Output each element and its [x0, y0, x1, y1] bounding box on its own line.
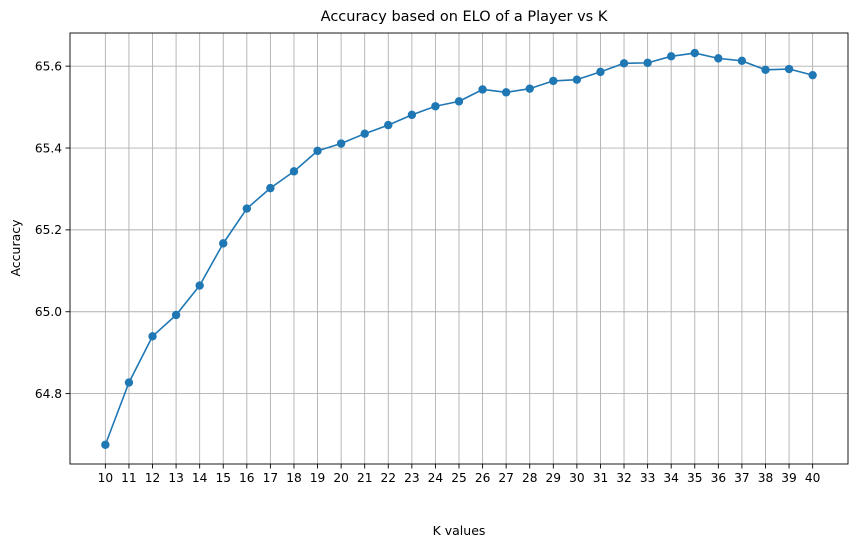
data-point [360, 129, 369, 138]
data-point [784, 64, 794, 74]
x-tick-label: 28 [522, 471, 538, 485]
y-axis-ticks: 64.8 65.0 65.2 65.4 65.6 [35, 59, 70, 401]
x-tick-label: 25 [451, 471, 467, 485]
x-tick-label: 37 [734, 471, 750, 485]
data-point [148, 332, 157, 341]
x-tick-label: 16 [239, 471, 255, 485]
x-tick-label: 22 [381, 471, 397, 485]
data-point [407, 110, 417, 120]
data-point [431, 102, 440, 111]
y-tick-label: 64.8 [35, 387, 62, 401]
x-tick-label: 31 [593, 471, 609, 485]
x-tick-label: 11 [121, 471, 137, 485]
data-point [289, 167, 299, 176]
x-tick-label: 14 [192, 471, 208, 485]
y-tick-label: 65.0 [35, 305, 62, 319]
x-tick-label: 18 [286, 471, 302, 485]
data-point [666, 52, 676, 61]
data-point [714, 54, 723, 63]
x-tick-label: 35 [687, 471, 703, 485]
data-point [549, 76, 558, 86]
data-point [384, 120, 393, 130]
data-point [242, 204, 252, 213]
y-tick-label: 65.6 [35, 59, 62, 73]
data-point-layer [101, 48, 817, 449]
data-point [454, 97, 464, 106]
x-tick-label: 29 [546, 471, 562, 485]
data-point [266, 183, 275, 193]
data-point [124, 378, 134, 387]
y-tick-label: 65.4 [35, 141, 62, 155]
data-point [101, 440, 110, 449]
data-point [525, 84, 534, 93]
x-axis-label: K values [433, 523, 486, 538]
data-point [336, 139, 346, 148]
x-tick-label: 36 [711, 471, 727, 485]
data-point [596, 67, 605, 77]
x-tick-label: 21 [357, 471, 373, 485]
data-point [761, 65, 770, 75]
data-point [808, 70, 817, 80]
y-tick-label: 65.2 [35, 223, 62, 237]
x-axis-ticks: 10 11 12 13 14 15 16 17 18 19 20 21 22 23 24 25 26 27 28 29… [98, 464, 821, 485]
data-point [690, 48, 699, 58]
grid [70, 33, 848, 464]
x-tick-label: 30 [569, 471, 585, 485]
x-tick-label: 20 [333, 471, 349, 485]
data-point [501, 88, 511, 97]
data-point [737, 56, 747, 66]
x-tick-label: 40 [805, 471, 821, 485]
x-tick-label: 24 [428, 471, 444, 485]
x-tick-label: 27 [498, 471, 514, 485]
data-point [619, 59, 629, 68]
data-point [195, 281, 204, 290]
x-tick-label: 39 [781, 471, 797, 485]
x-tick-label: 32 [616, 471, 632, 485]
data-point [478, 85, 487, 94]
x-tick-label: 15 [215, 471, 231, 485]
y-axis-label: Accuracy [8, 219, 23, 277]
x-tick-label: 26 [475, 471, 491, 485]
x-tick-label: 23 [404, 471, 420, 485]
x-tick-label: 19 [310, 471, 326, 485]
x-tick-label: 17 [263, 471, 279, 485]
x-tick-label: 33 [640, 471, 656, 485]
x-tick-label: 10 [98, 471, 114, 485]
data-point [643, 58, 652, 68]
x-tick-label: 38 [758, 471, 774, 485]
chart-title: Accuracy based on ELO of a Player vs K [321, 9, 608, 25]
data-point [313, 146, 322, 156]
data-point [171, 310, 181, 320]
x-tick-label: 12 [145, 471, 161, 485]
x-tick-label: 34 [663, 471, 679, 485]
data-point [219, 239, 228, 248]
x-tick-label: 13 [168, 471, 184, 485]
data-point [572, 75, 582, 84]
